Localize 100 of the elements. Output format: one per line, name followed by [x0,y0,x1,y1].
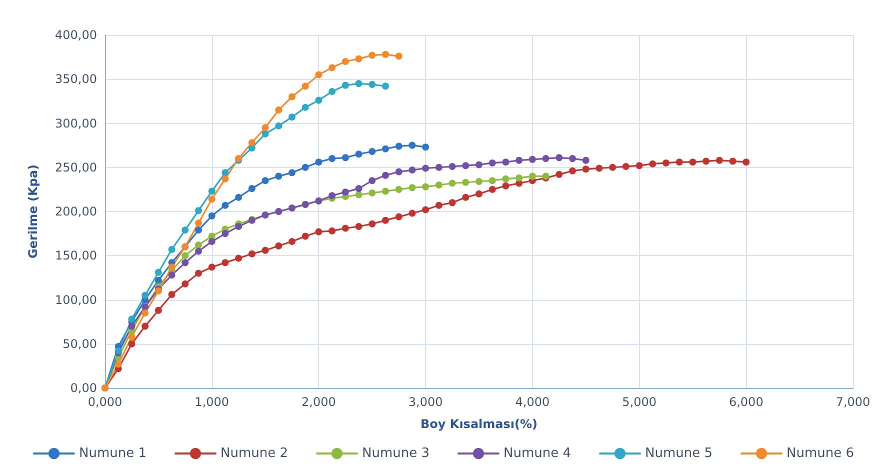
point [182,259,189,266]
point [395,213,402,220]
point [435,182,442,189]
y-tick-label: 50,00 [62,336,97,351]
point [154,268,162,276]
x-tick-label: 2,000 [302,395,336,409]
point [302,232,309,240]
point [569,155,576,162]
point [315,96,322,104]
point [275,106,282,114]
point [395,168,402,176]
point [729,158,736,165]
legend-label: Numune 4 [504,446,572,461]
point [476,161,482,168]
point [355,223,362,230]
point [262,124,269,132]
point [408,142,416,149]
point [516,156,523,164]
point [208,238,216,246]
point [422,206,430,214]
legend-label: Numune 2 [220,446,288,461]
point [408,184,416,192]
point [114,360,122,368]
point [302,104,309,111]
point [235,194,242,201]
point [382,188,389,195]
point [288,93,296,100]
point [222,230,229,238]
point [182,280,189,288]
point [275,172,282,180]
point [128,340,136,348]
point [355,185,362,192]
x-axis-title: Boy Kısalması(%) [420,417,538,431]
point [488,159,496,166]
point [649,160,656,168]
point [342,224,349,232]
point [182,252,189,260]
point [382,216,389,224]
point [195,207,202,214]
y-tick-label: 400,00 [55,28,97,42]
point [208,196,216,203]
point [208,188,216,195]
legend-label: Numune 6 [786,446,854,461]
point [368,220,376,228]
point [395,142,402,150]
point [142,309,149,316]
point [569,167,576,174]
point [462,194,470,201]
point [154,306,162,314]
point [262,130,269,138]
point [476,190,482,198]
x-tick-label: 1,000 [194,395,230,409]
point [142,292,149,299]
point [596,164,603,172]
point [182,226,189,234]
point [382,82,389,90]
point [355,150,362,158]
point [142,322,149,330]
point [382,145,389,152]
point [235,223,242,230]
y-tick-label: 100,00 [55,292,97,307]
x-tick-label: 5,000 [622,395,656,409]
point [248,185,256,192]
x-tick-label: 0,000 [88,395,122,409]
point [195,248,202,255]
point [168,264,176,271]
point [408,210,416,217]
point [476,178,482,185]
point [622,162,630,170]
point [195,226,202,234]
point [435,202,442,209]
point [288,169,296,176]
point [395,186,402,193]
point [528,156,536,163]
point [195,270,202,277]
point [742,158,750,166]
point [248,139,256,146]
point [716,156,723,164]
point [676,158,683,166]
point [422,164,430,172]
legend-label: Numune 1 [78,446,146,461]
legend-label: Numune 5 [645,446,713,461]
y-tick-label: 350,00 [55,72,97,86]
point [556,170,563,178]
point [462,178,470,186]
point [195,219,202,226]
y-tick-label: 250,00 [55,160,97,174]
point [609,164,616,171]
x-tick-label: 6,000 [728,395,764,409]
point [382,172,389,179]
point [448,162,456,170]
point [328,155,336,162]
point [582,166,590,173]
x-tick-label: 7,000 [836,395,870,409]
point [448,180,456,187]
point [368,148,376,155]
point [502,175,510,182]
point [382,50,389,58]
point [222,175,229,182]
point [168,290,176,298]
